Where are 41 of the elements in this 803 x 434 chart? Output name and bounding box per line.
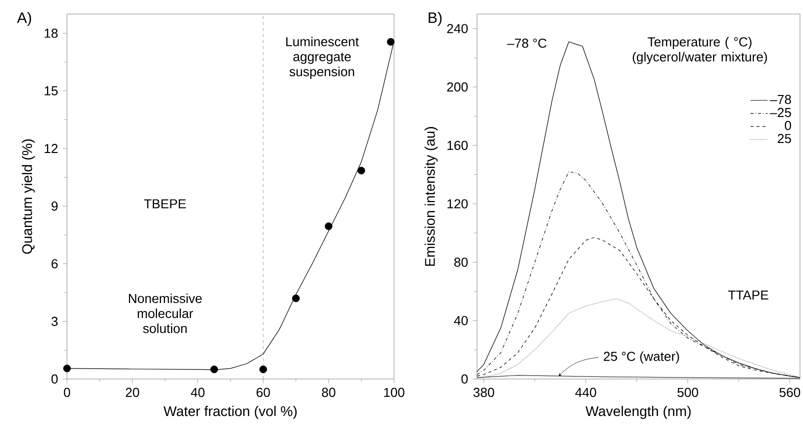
y-tick-label: 9: [52, 202, 58, 211]
y-tick-label: 18: [44, 28, 58, 38]
legend-label: 25: [778, 134, 792, 144]
annotation: TTAPE: [728, 290, 768, 300]
y-tick-label: 40: [454, 316, 468, 326]
annotation: –78 °C: [507, 38, 547, 48]
y-tick-label: 80: [454, 258, 468, 267]
y-tick-label: 200: [447, 82, 468, 92]
x-tick-label: 0: [64, 388, 70, 398]
annotation: 25 °C (water): [604, 351, 680, 364]
annotation: TBEPE: [144, 199, 186, 208]
y-tick-label: 240: [447, 24, 468, 34]
y-axis-title: Emission intensity (au): [424, 126, 438, 266]
x-tick-label: 500: [677, 388, 698, 398]
y-tick-label: 6: [52, 259, 58, 268]
y-tick-label: 120: [448, 199, 468, 208]
y-axis-title: Quantum yield (%): [22, 139, 35, 254]
y-tick-label: 160: [448, 140, 468, 150]
legend-label: –25: [770, 108, 792, 118]
x-tick-label: 380: [473, 388, 494, 398]
x-axis-title: Water fraction (vol %): [164, 406, 297, 419]
annotation: Nonemissive molecular solution: [128, 294, 202, 334]
x-tick-label: 40: [190, 388, 205, 398]
x-tick-label: 440: [575, 388, 596, 398]
y-tick-label: 0: [461, 374, 468, 384]
y-tick-label: 15: [44, 86, 58, 96]
y-tick-label: 12: [44, 144, 58, 154]
x-axis-title: Wavelength (nm): [586, 406, 691, 419]
legend-title: Temperature ( °C) (glycerol/water mixture): [632, 36, 767, 64]
x-tick-label: 80: [322, 388, 336, 398]
legend-label: –78: [770, 94, 792, 104]
chart-title: A): [17, 12, 32, 26]
legend-label: 0: [784, 120, 792, 130]
chart-title: B): [428, 12, 442, 26]
annotation: Luminescent aggregate suspension: [286, 36, 359, 79]
x-tick-label: 20: [126, 388, 140, 398]
x-tick-label: 100: [384, 388, 404, 398]
y-tick-label: 0: [51, 374, 58, 384]
y-tick-label: 3: [51, 316, 58, 326]
x-tick-label: 560: [779, 388, 800, 398]
x-tick-label: 60: [256, 388, 270, 398]
